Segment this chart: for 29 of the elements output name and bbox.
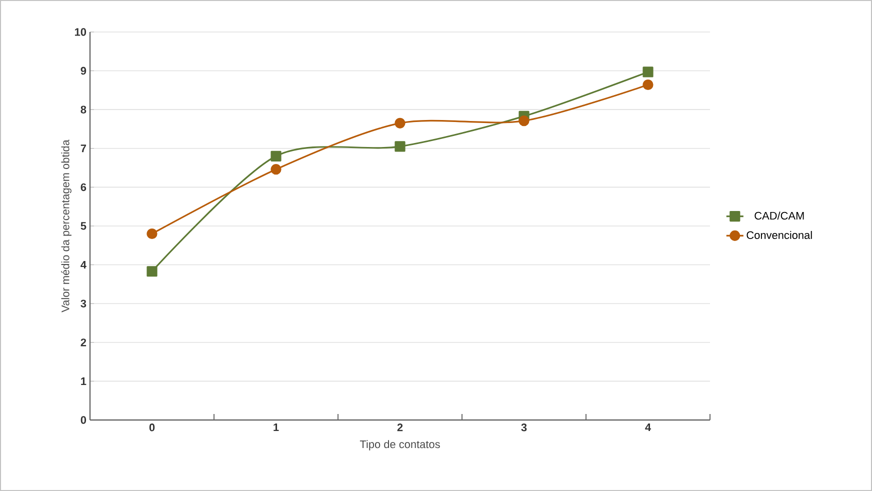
point: [518, 116, 530, 126]
x-tick-label: 3: [521, 424, 527, 432]
y-tick-label: 2: [80, 338, 86, 346]
y-tick-label: 9: [80, 66, 86, 75]
point: [146, 228, 158, 240]
x-tick-label: 4: [645, 424, 651, 432]
point: [394, 141, 406, 152]
y-tick-label: 5: [80, 222, 86, 230]
legend-label: Convencional: [746, 230, 812, 240]
x-axis-title: Tipo de contatos: [360, 440, 440, 450]
y-tick-label: 1: [81, 377, 86, 385]
y-tick-label: 0: [80, 416, 86, 424]
y-tick-label: 6: [80, 183, 86, 192]
y-tick-label: 3: [80, 300, 86, 308]
y-axis-title: Valor médio da percentagem obtida: [61, 140, 72, 312]
x-tick-label: 2: [397, 424, 403, 432]
x-tick-label: 1: [274, 424, 279, 432]
x-tick-label: 0: [149, 424, 155, 432]
point: [642, 66, 654, 78]
y-tick-label: 8: [80, 106, 86, 114]
point: [642, 79, 654, 90]
point: [146, 266, 158, 277]
point: [270, 164, 282, 175]
y-tick-label: 4: [80, 261, 86, 269]
point: [394, 118, 406, 128]
legend-label: CAD/CAM: [754, 212, 804, 220]
y-tick-label: 10: [74, 28, 86, 36]
y-tick-label: 7: [80, 144, 86, 152]
point: [270, 150, 282, 162]
